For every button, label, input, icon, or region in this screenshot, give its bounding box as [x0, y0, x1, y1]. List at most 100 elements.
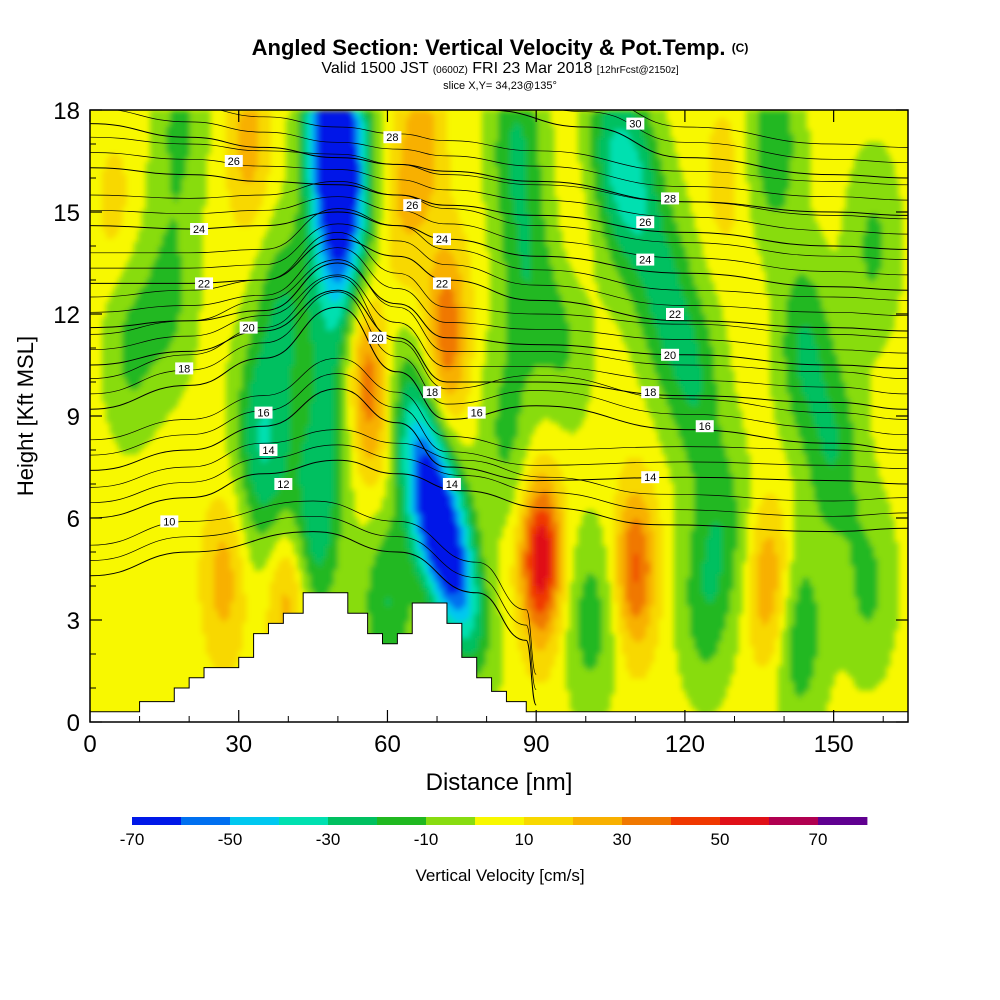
velocity-cell — [438, 134, 443, 139]
velocity-cell — [450, 218, 455, 223]
velocity-cell — [410, 146, 415, 151]
velocity-cell — [586, 138, 591, 143]
velocity-cell — [730, 154, 735, 159]
velocity-cell — [518, 222, 523, 227]
velocity-cell — [890, 234, 895, 239]
velocity-cell — [362, 182, 367, 187]
velocity-cell — [394, 154, 399, 159]
velocity-cell — [614, 214, 619, 219]
velocity-cell — [162, 230, 167, 235]
velocity-cell — [662, 110, 667, 115]
velocity-cell — [546, 118, 551, 123]
velocity-cell — [370, 214, 375, 219]
velocity-cell — [858, 150, 863, 155]
velocity-cell — [802, 198, 807, 203]
velocity-cell — [394, 182, 399, 187]
velocity-cell — [326, 218, 331, 223]
velocity-cell — [802, 238, 807, 243]
velocity-cell — [522, 134, 527, 139]
velocity-cell — [354, 202, 359, 207]
velocity-cell — [298, 130, 303, 135]
velocity-cell — [286, 134, 291, 139]
velocity-cell — [662, 126, 667, 131]
velocity-cell — [630, 230, 635, 235]
velocity-cell — [490, 114, 495, 119]
velocity-cell — [170, 230, 175, 235]
velocity-cell — [634, 202, 639, 207]
velocity-cell — [878, 238, 883, 243]
velocity-cell — [342, 186, 347, 191]
velocity-cell — [450, 250, 455, 255]
velocity-cell — [714, 166, 719, 171]
velocity-cell — [534, 186, 539, 191]
velocity-cell — [506, 238, 511, 243]
velocity-cell — [598, 218, 603, 223]
velocity-cell — [862, 206, 867, 211]
velocity-cell — [330, 142, 335, 147]
velocity-cell — [430, 174, 435, 179]
velocity-cell — [662, 142, 667, 147]
velocity-cell — [366, 230, 371, 235]
velocity-cell — [310, 142, 315, 147]
velocity-cell — [370, 210, 375, 215]
velocity-cell — [362, 118, 367, 123]
velocity-cell — [522, 226, 527, 231]
velocity-cell — [170, 222, 175, 227]
velocity-cell — [246, 162, 251, 167]
velocity-cell — [310, 202, 315, 207]
velocity-cell — [418, 174, 423, 179]
velocity-cell — [174, 114, 179, 119]
velocity-cell — [586, 186, 591, 191]
velocity-cell — [430, 214, 435, 219]
velocity-cell — [442, 210, 447, 215]
velocity-cell — [326, 158, 331, 163]
velocity-cell — [406, 230, 411, 235]
velocity-cell — [394, 178, 399, 183]
velocity-cell — [366, 210, 371, 215]
velocity-cell — [350, 130, 355, 135]
velocity-cell — [258, 142, 263, 147]
velocity-cell — [290, 130, 295, 135]
velocity-cell — [490, 166, 495, 171]
velocity-cell — [546, 174, 551, 179]
velocity-cell — [898, 222, 903, 227]
velocity-cell — [726, 134, 731, 139]
velocity-cell — [786, 186, 791, 191]
velocity-cell — [546, 238, 551, 243]
velocity-cell — [118, 178, 123, 183]
velocity-cell — [414, 122, 419, 127]
velocity-cell — [442, 146, 447, 151]
velocity-cell — [658, 202, 663, 207]
velocity-cell — [594, 182, 599, 187]
velocity-cell — [150, 118, 155, 123]
velocity-cell — [294, 242, 299, 247]
velocity-cell — [798, 174, 803, 179]
velocity-cell — [550, 158, 555, 163]
velocity-cell — [290, 122, 295, 127]
velocity-cell — [894, 214, 899, 219]
velocity-cell — [806, 146, 811, 151]
velocity-cell — [406, 134, 411, 139]
velocity-cell — [850, 238, 855, 243]
velocity-cell — [782, 234, 787, 239]
velocity-cell — [350, 162, 355, 167]
velocity-cell — [750, 154, 755, 159]
velocity-cell — [514, 246, 519, 251]
velocity-cell — [394, 246, 399, 251]
velocity-cell — [498, 222, 503, 227]
velocity-cell — [422, 110, 427, 115]
velocity-cell — [262, 118, 267, 123]
velocity-cell — [166, 186, 171, 191]
velocity-cell — [262, 122, 267, 127]
velocity-cell — [230, 150, 235, 155]
velocity-cell — [198, 206, 203, 211]
velocity-cell — [538, 230, 543, 235]
velocity-cell — [234, 210, 239, 215]
velocity-cell — [510, 154, 515, 159]
velocity-cell — [642, 158, 647, 163]
velocity-cell — [354, 166, 359, 171]
velocity-cell — [586, 154, 591, 159]
velocity-cell — [658, 134, 663, 139]
velocity-cell — [802, 182, 807, 187]
velocity-cell — [398, 150, 403, 155]
